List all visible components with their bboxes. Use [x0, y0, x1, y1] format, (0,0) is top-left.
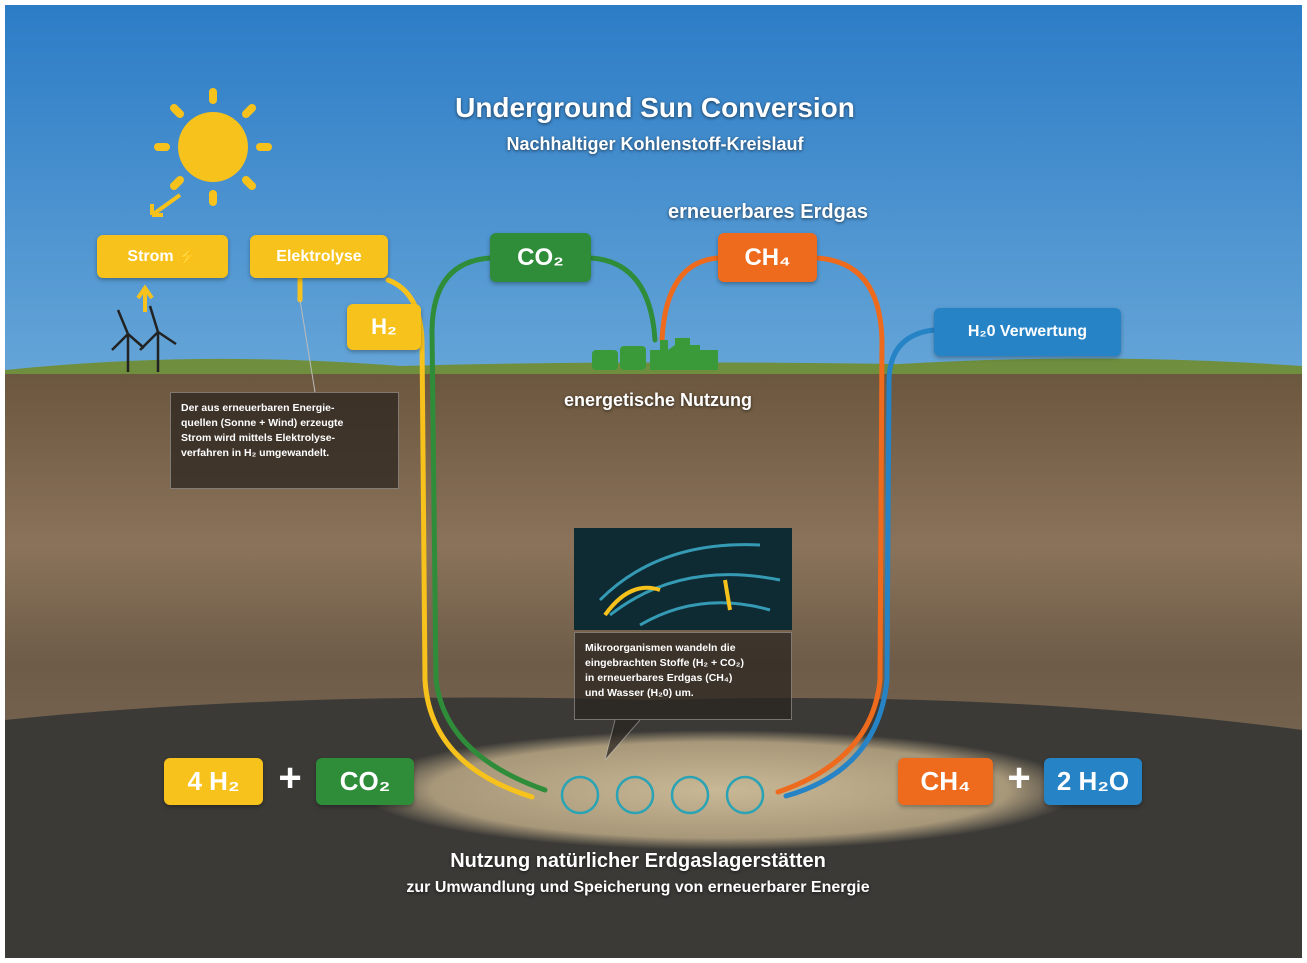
footer-title: Nutzung natürlicher Erdgaslagerstätten	[450, 850, 826, 873]
eq-ch4: CH₄	[898, 758, 993, 805]
subtitle: Nachhaltiger Kohlenstoff-Kreislauf	[506, 134, 803, 155]
note-line: eingebrachten Stoffe (H₂ + CO₂)	[585, 656, 781, 671]
note-line: quellen (Sonne + Wind) erzeugte	[181, 416, 388, 431]
h2-box: H₂	[347, 304, 421, 350]
note-line: Mikroorganismen wandeln die	[585, 641, 781, 656]
gas-label: erneuerbares Erdgas	[668, 201, 868, 224]
lightning-icon: ⚡	[178, 247, 198, 267]
diagram: Underground Sun Conversion Nachhaltiger …	[0, 0, 1307, 963]
note-line: Der aus erneuerbaren Energie-	[181, 401, 388, 416]
strom-box: Strom ⚡	[97, 235, 228, 278]
energetic-use: energetische Nutzung	[564, 390, 752, 411]
strom-label: Strom	[127, 248, 173, 266]
footer-subtitle: zur Umwandlung und Speicherung von erneu…	[406, 879, 869, 897]
plus: +	[278, 756, 301, 801]
title: Underground Sun Conversion	[455, 92, 855, 124]
ch4-box: CH₄	[718, 233, 817, 282]
eq-4h2: 4 H₂	[164, 758, 263, 805]
h2o-box: H₂0 Verwertung	[934, 308, 1121, 356]
note-line: Strom wird mittels Elektrolyse-	[181, 431, 388, 446]
note-line: in erneuerbares Erdgas (CH₄)	[585, 671, 781, 686]
plus: +	[1007, 756, 1030, 801]
note-line: und Wasser (H₂0) um.	[585, 686, 781, 701]
co2-box: CO₂	[490, 233, 591, 282]
note-left: Der aus erneuerbaren Energie- quellen (S…	[170, 392, 399, 489]
note-micro: Mikroorganismen wandeln die eingebrachte…	[574, 632, 792, 720]
eq-co2: CO₂	[316, 758, 414, 805]
eq-2h2o: 2 H₂O	[1044, 758, 1142, 805]
note-line: verfahren in H₂ umgewandelt.	[181, 446, 388, 461]
elektrolyse-box: Elektrolyse	[250, 235, 388, 278]
